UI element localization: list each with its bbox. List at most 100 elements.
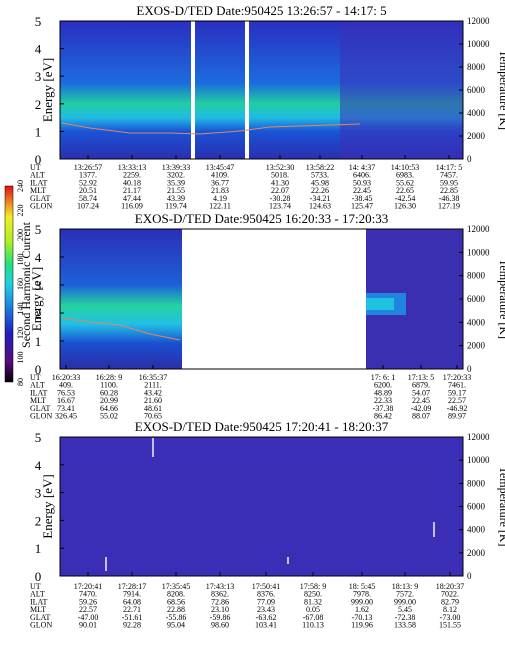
table-value: 22.45 (412, 396, 430, 405)
colorbar-tick-label: 80 (16, 378, 25, 386)
table-value: 1377. (79, 171, 97, 180)
table-value: 98.60 (211, 621, 229, 630)
table-value: 116.09 (121, 202, 143, 211)
table-value: 5733. (311, 171, 329, 180)
table-value: 21.17 (123, 186, 141, 195)
table-value: 16:20:33 (52, 373, 80, 382)
table-value: 8376. (257, 590, 275, 599)
table-value: 64.66 (100, 404, 118, 413)
y2-tick-label: 2000 (467, 341, 486, 351)
row-label: ILAT (30, 597, 47, 606)
table-value: -30.28 (270, 194, 291, 203)
y2-tick-label: 6000 (467, 294, 486, 304)
table-value: 6983. (396, 171, 414, 180)
temperature-trace (61, 317, 181, 341)
table-value: 17:58: 9 (300, 582, 326, 591)
table-value: 64.08 (123, 597, 141, 606)
y2-tick-label: 0 (467, 154, 472, 164)
table-value: 8362. (211, 590, 229, 599)
table-value: 59.26 (79, 597, 97, 606)
temperature-trace (61, 122, 361, 135)
row-label: MLT (30, 605, 46, 614)
spectrogram-band (60, 229, 182, 369)
y-tick-label: 5 (35, 430, 42, 445)
y-tick-label: 4 (35, 458, 42, 473)
table-value: 43.39 (167, 194, 185, 203)
y2-tick-label: 10000 (467, 455, 490, 465)
table-value: 119.96 (351, 621, 373, 630)
table-value: 7457. (440, 171, 458, 180)
y-tick-label: 4 (35, 42, 42, 57)
row-label: UT (30, 163, 41, 172)
y2-tick-label: 0 (467, 571, 472, 581)
table-value: 59.17 (448, 388, 466, 397)
colorbar-tick-label: 200 (16, 229, 25, 241)
data-gap (191, 21, 195, 159)
table-value: 7022. (441, 590, 459, 599)
table-value: 103.41 (255, 621, 277, 630)
y-tick-label: 3 (35, 278, 42, 293)
table-value: 47.44 (123, 194, 141, 203)
table-value: 36.77 (211, 178, 229, 187)
table-value: 107.24 (77, 202, 99, 211)
table-value: 22.57 (448, 396, 466, 405)
table-value: -67.08 (303, 613, 324, 622)
table-value: 81.32 (304, 597, 322, 606)
row-label: GLAT (30, 613, 51, 622)
y2-tick-label: 12000 (467, 16, 490, 26)
data-gap (245, 21, 249, 159)
table-value: 127.19 (438, 202, 460, 211)
y-tick-label: 0 (35, 569, 42, 584)
data-gap (182, 229, 366, 369)
table-value: 13:45:47 (206, 163, 234, 172)
table-value: 14:17: 5 (436, 163, 462, 172)
y-tick-label: 2 (35, 513, 42, 528)
table-value: 999.00 (394, 597, 416, 606)
table-value: 70.65 (144, 412, 162, 421)
table-value: -63.62 (256, 613, 277, 622)
table-value: 6200. (374, 381, 392, 390)
y2-tick-label: 10000 (467, 247, 490, 257)
table-value: 22.07 (271, 186, 289, 195)
table-value: 23.10 (211, 605, 229, 614)
colorbar (4, 185, 14, 383)
table-value: 76.53 (57, 388, 75, 397)
table-value: 5.45 (398, 605, 412, 614)
table-value: -51.61 (122, 613, 143, 622)
table-value: 14:10:53 (391, 163, 419, 172)
row-label: ALT (30, 171, 45, 180)
table-value: 2259. (123, 171, 141, 180)
table-value: 88.07 (412, 412, 430, 421)
table-value: 90.01 (79, 621, 97, 630)
table-value: 41.30 (271, 178, 289, 187)
table-value: 6406. (353, 171, 371, 180)
spectrogram-fade (340, 21, 463, 159)
y2-tick-label: 12000 (467, 432, 490, 442)
row-label: GLON (30, 202, 52, 211)
table-value: 59.95 (440, 178, 458, 187)
table-value: 55.02 (100, 412, 118, 421)
y2-tick-label: 6000 (467, 502, 486, 512)
table-value: 50.93 (353, 178, 371, 187)
table-value: 45.98 (311, 178, 329, 187)
table-value: 0.05 (306, 605, 320, 614)
table-value: 7978. (353, 590, 371, 599)
spectrogram-band (366, 298, 394, 310)
table-value: 17:28:17 (118, 582, 146, 591)
table-value: 409. (59, 381, 73, 390)
table-value: 23.43 (257, 605, 275, 614)
table-value: 151.55 (439, 621, 461, 630)
row-label: ILAT (30, 178, 47, 187)
panel-title: EXOS-D/TED Date:950425 17:20:41 - 18:20:… (135, 419, 389, 434)
table-value: 1100. (100, 381, 118, 390)
y2-axis-label: Temperature [K] (497, 259, 505, 339)
table-value: -37.38 (373, 404, 394, 413)
y2-axis-label: Temperature [K] (497, 50, 505, 130)
row-label: UT (30, 582, 41, 591)
y-tick-label: 5 (35, 222, 42, 237)
table-value: -42.09 (411, 404, 432, 413)
y-tick-label: 1 (35, 334, 42, 349)
table-value: 13:26:57 (74, 163, 102, 172)
table-value: 4109. (211, 171, 229, 180)
